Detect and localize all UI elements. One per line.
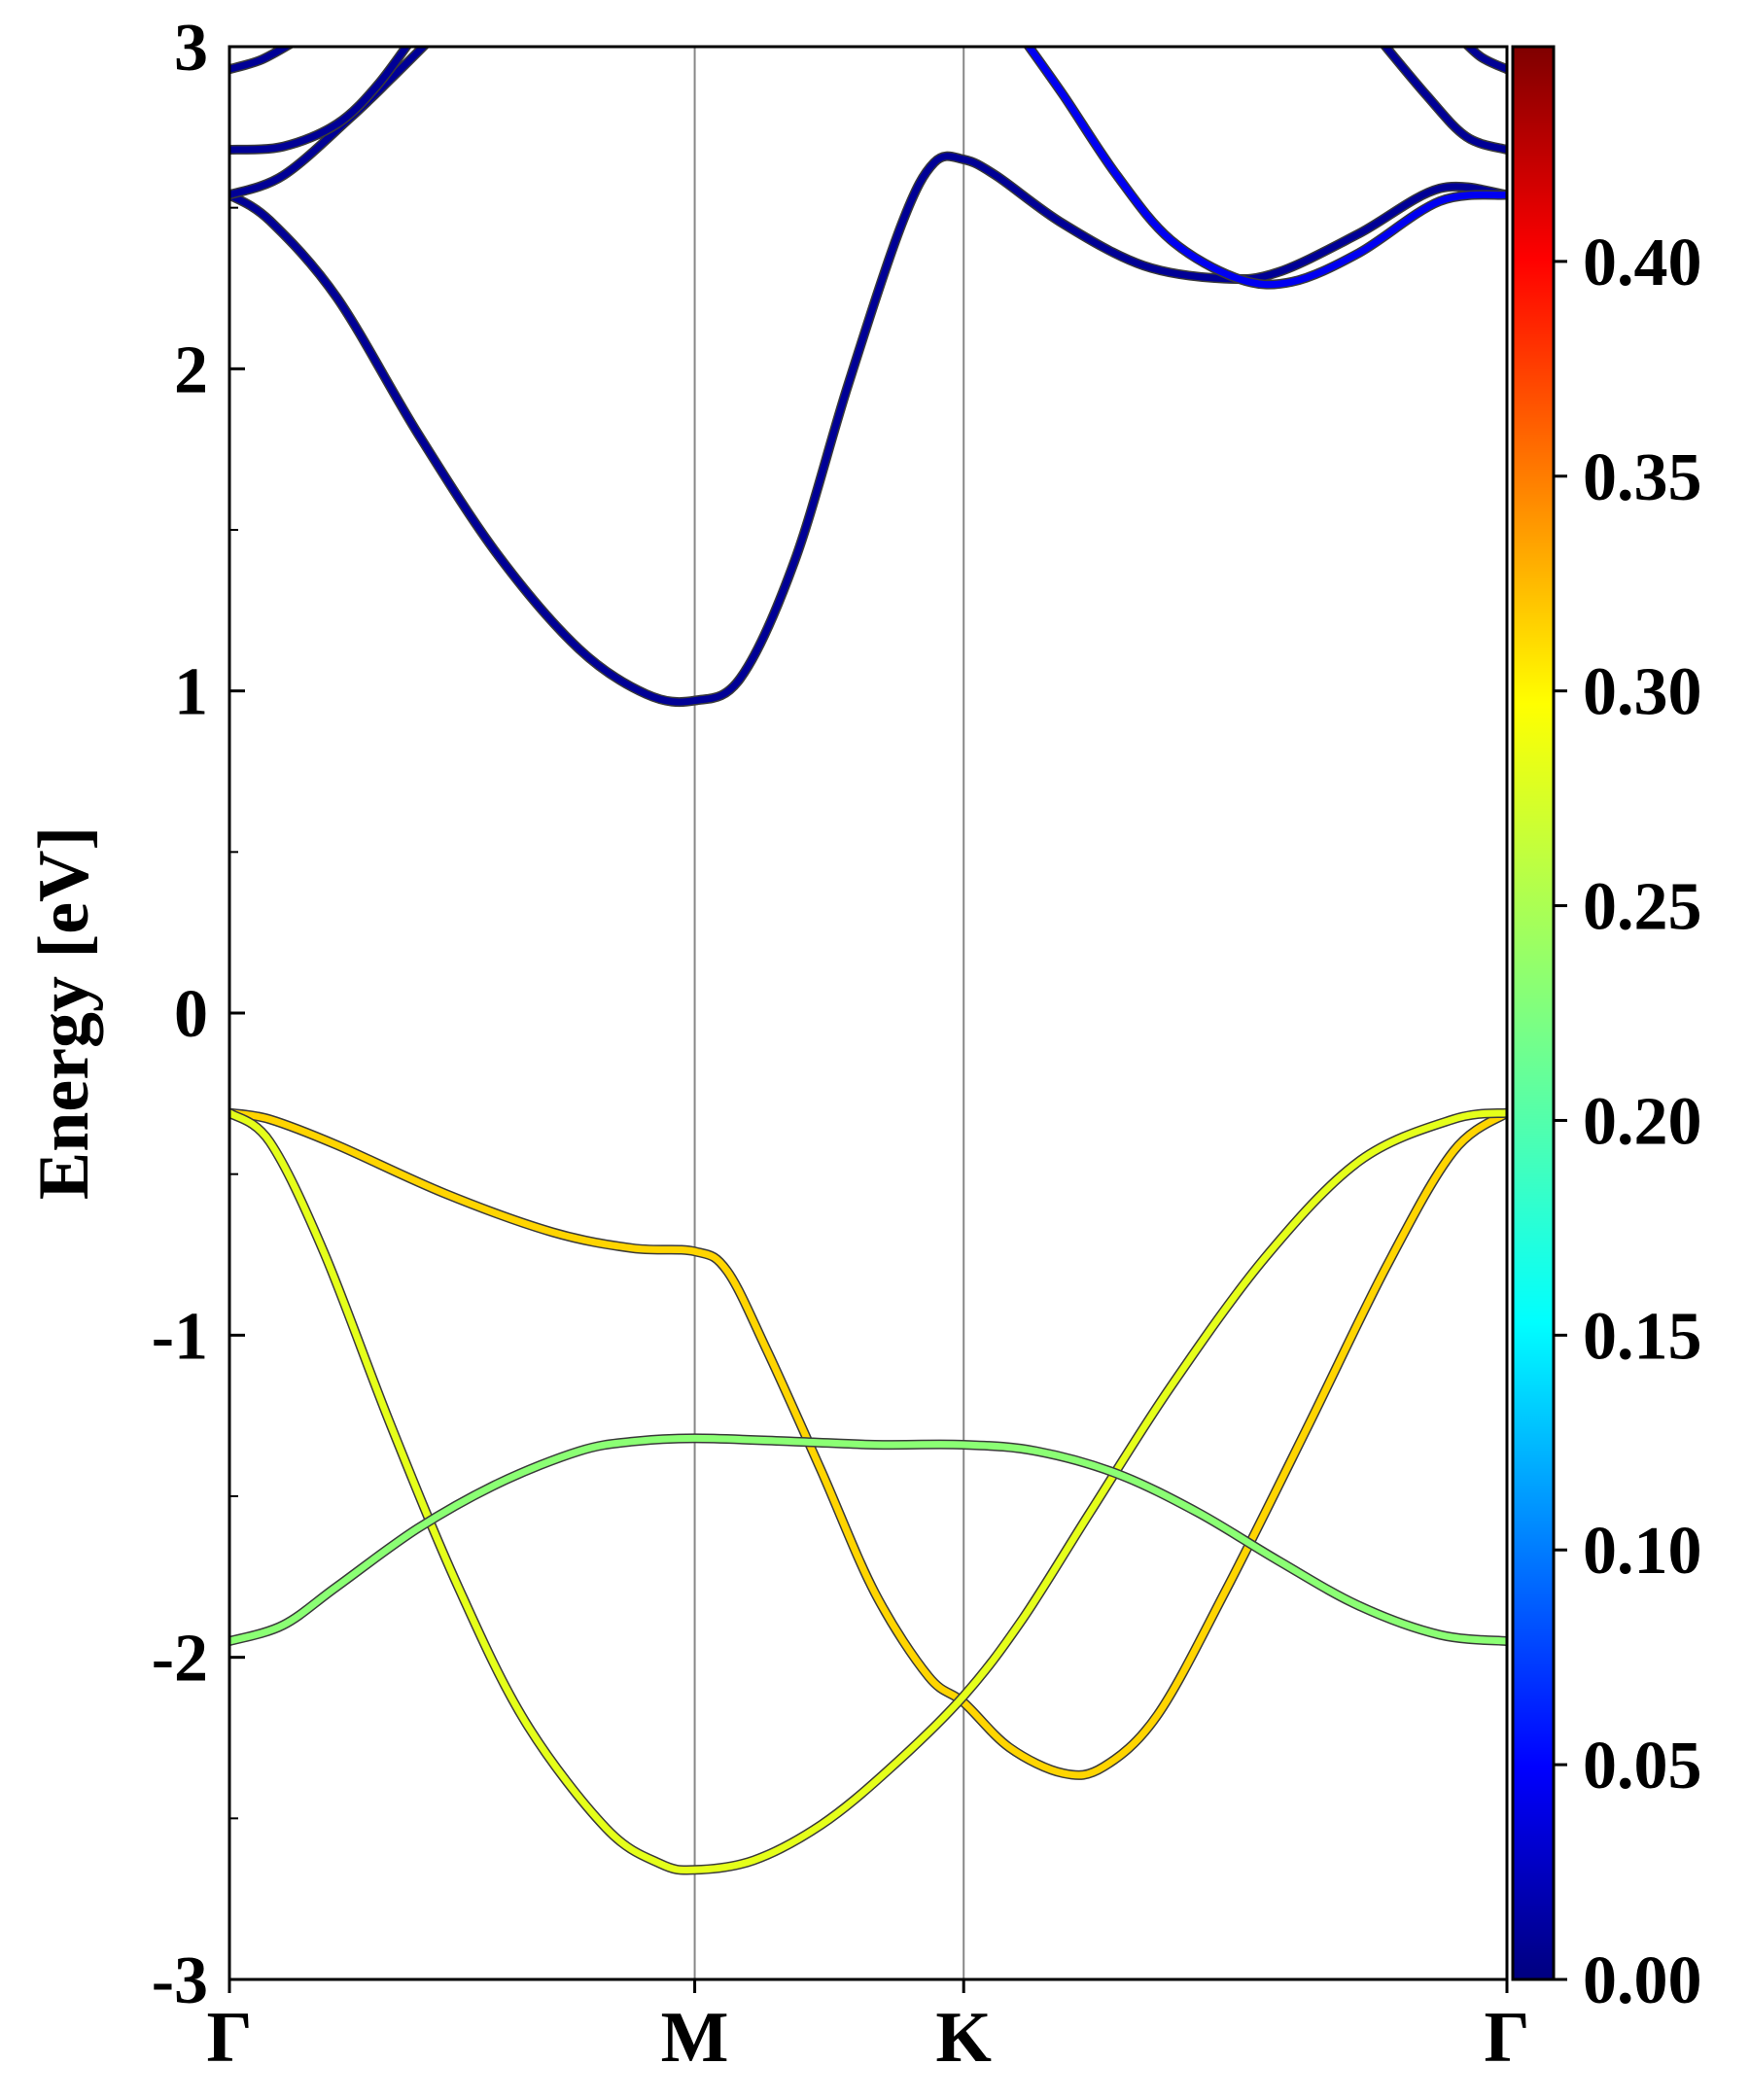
- band-outline-6: [1379, 47, 1507, 155]
- colorbar-ticks: 0.00 0.05 0.10 0.15 0.20 0.25 0.30 0.35 0.40: [1554, 226, 1702, 2018]
- kpoint-label: M: [661, 1998, 729, 2078]
- y-tick-label: -2: [152, 1622, 208, 1697]
- kpoint-label: Γ: [206, 1998, 252, 2078]
- bands: [229, 47, 1507, 1875]
- y-tick-label: 3: [174, 11, 208, 86]
- band-3: [229, 47, 411, 154]
- y-tick-label: -3: [152, 1943, 208, 2018]
- y-axis-ticks: -3 -2 -1 0 1 2 3: [152, 11, 245, 2018]
- y-axis-label: Energy [eV]: [24, 826, 104, 1200]
- y-tick-label: 2: [174, 332, 208, 407]
- y-tick-label: 0: [174, 977, 208, 1052]
- colorbar-gradient: [1511, 45, 1556, 1981]
- colorbar-tick-label: 0.00: [1583, 1943, 1702, 2018]
- kpoint-lines: [693, 47, 965, 1979]
- colorbar-tick-label: 0.20: [1583, 1084, 1702, 1159]
- band-7: [1463, 47, 1507, 73]
- band-4: [229, 47, 293, 73]
- kpoint-label: K: [935, 1998, 992, 2078]
- colorbar-tick-label: 0.35: [1583, 440, 1702, 515]
- plot-area: -3 -2 -1 0 1 2 3 Γ M K Γ: [152, 11, 1530, 2078]
- colorbar-tick-label: 0.30: [1583, 655, 1702, 730]
- kpoint-label: Γ: [1484, 1998, 1529, 2078]
- colorbar: 0.00 0.05 0.10 0.15 0.20 0.25 0.30 0.35 0.40: [1511, 45, 1702, 2018]
- colorbar-tick-label: 0.15: [1583, 1299, 1702, 1374]
- y-tick-label: -1: [152, 1299, 208, 1374]
- colorbar-tick-label: 0.10: [1583, 1514, 1702, 1589]
- colorbar-tick-label: 0.05: [1583, 1729, 1702, 1803]
- y-tick-label: 1: [174, 655, 208, 730]
- band-outline-5: [1023, 47, 1507, 290]
- band-9: [229, 1109, 1507, 1874]
- band-outline-1: [229, 151, 1507, 708]
- band-8: [229, 1109, 1507, 1779]
- band-outline-10: [229, 1433, 1507, 1647]
- band-1: [229, 153, 1507, 706]
- band-5: [1025, 47, 1507, 289]
- colorbar-tick-label: 0.40: [1583, 226, 1702, 300]
- colorbar-tick-label: 0.25: [1583, 870, 1702, 945]
- band-6: [1381, 47, 1507, 154]
- band-10: [229, 1434, 1507, 1645]
